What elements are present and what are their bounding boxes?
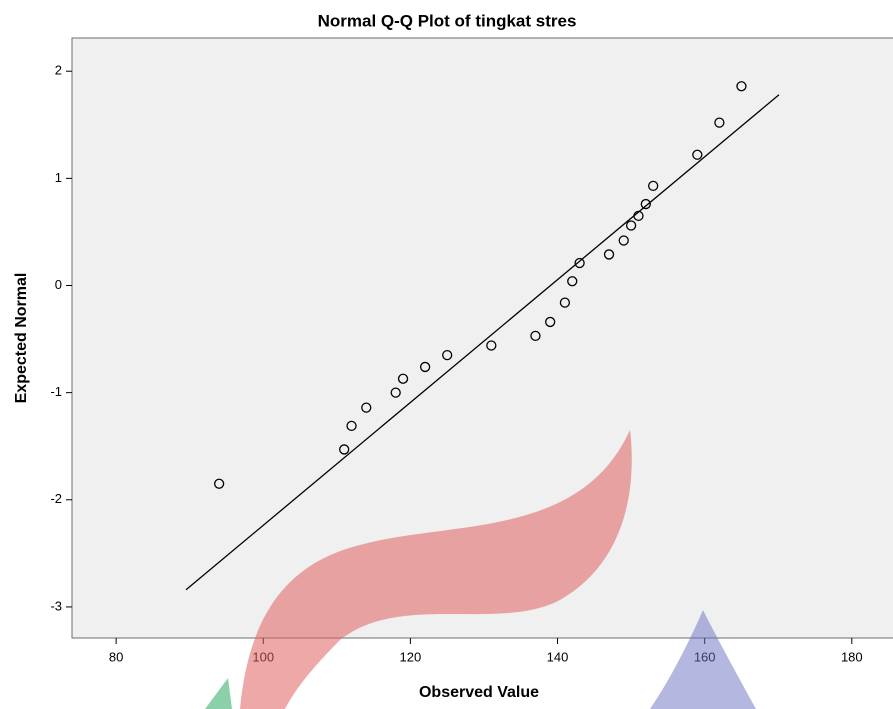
x-axis-title: Observed Value (419, 684, 539, 701)
y-tick-label: 0 (55, 277, 62, 292)
watermark-shape (205, 678, 232, 709)
y-axis-title: Expected Normal (13, 273, 30, 404)
page: {"chart_data": { "type": "scatter", "tit… (0, 0, 893, 709)
y-tick-label: 1 (55, 170, 62, 185)
x-tick-label: 180 (841, 649, 863, 664)
y-tick-label: -3 (50, 598, 62, 613)
chart: Normal Q-Q Plot of tingkat stres Observe… (0, 0, 893, 709)
y-tick-label: -1 (50, 384, 62, 399)
x-tick-label: 140 (547, 649, 569, 664)
chart-title: Normal Q-Q Plot of tingkat stres (318, 11, 577, 30)
x-tick-label: 120 (400, 649, 422, 664)
y-tick-label: 2 (55, 63, 62, 78)
x-tick-label: 80 (109, 649, 123, 664)
y-tick-label: -2 (50, 491, 62, 506)
